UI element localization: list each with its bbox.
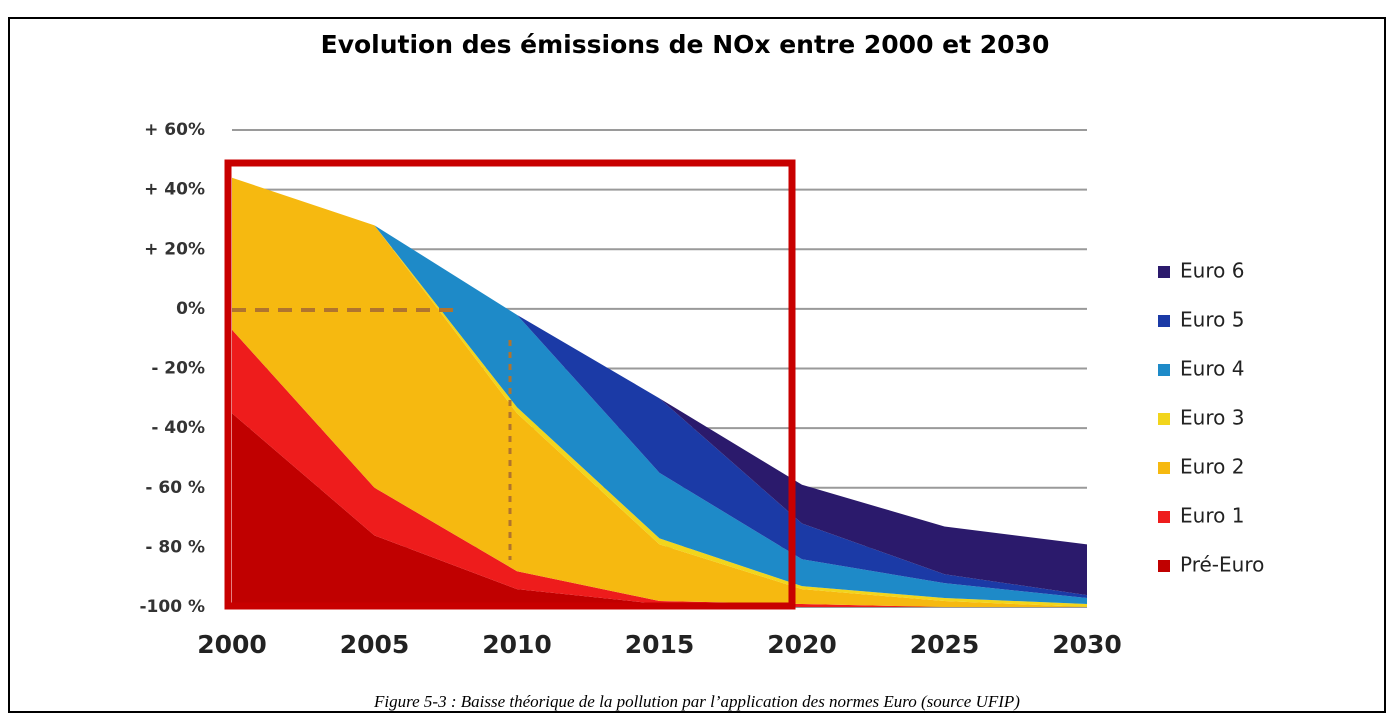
y-tick-label: -100 %: [140, 597, 206, 617]
legend-label: Pré-Euro: [1180, 553, 1264, 577]
caption: Figure 5-3 : Baisse théorique de la poll…: [373, 692, 1020, 711]
labels: + 60% + 40% + 20% 0% - 20% - 40% - 60 % - 80 % -…: [140, 120, 1265, 659]
y-tick-label: - 60 %: [145, 478, 205, 498]
x-tick-label: 2020: [767, 630, 837, 659]
x-tick-label: 2030: [1052, 630, 1122, 659]
x-tick-label: 2025: [910, 630, 980, 659]
legend-label: Euro 4: [1180, 357, 1244, 381]
area: [232, 177, 1087, 607]
area: [232, 413, 1087, 607]
legend-label: Euro 6: [1180, 259, 1244, 283]
y-tick-label: + 20%: [144, 239, 205, 259]
legend-label: Euro 2: [1180, 455, 1244, 479]
x-tick-label: 2000: [197, 630, 267, 659]
area: [232, 329, 1087, 607]
areas: [232, 177, 1087, 607]
y-tick-label: - 20%: [151, 359, 205, 379]
legend-swatch: [1158, 560, 1170, 572]
legend-swatch: [1158, 315, 1170, 327]
highlight-box: [224, 159, 796, 610]
legend-label: Euro 3: [1180, 406, 1244, 430]
legend-swatch: [1158, 462, 1170, 474]
y-tick-label: + 60%: [144, 120, 205, 140]
legend-swatch: [1158, 511, 1170, 523]
chart-title: Evolution des émissions de NOx entre 200…: [321, 30, 1050, 59]
y-tick-label: + 40%: [144, 180, 205, 200]
x-tick-label: 2010: [482, 630, 552, 659]
y-tick-label: - 40%: [151, 418, 205, 438]
legend-swatch: [1158, 364, 1170, 376]
x-tick-label: 2015: [625, 630, 695, 659]
legend-swatch: [1158, 413, 1170, 425]
y-tick-label: 0%: [176, 299, 205, 319]
area: [232, 177, 1087, 596]
legend-swatch: [1158, 266, 1170, 278]
y-tick-label: - 80 %: [145, 537, 205, 557]
frame: [8, 17, 1386, 713]
area: [232, 177, 1087, 605]
legend-label: Euro 1: [1180, 504, 1244, 528]
x-tick-label: 2005: [340, 630, 410, 659]
legend-label: Euro 5: [1180, 308, 1244, 332]
